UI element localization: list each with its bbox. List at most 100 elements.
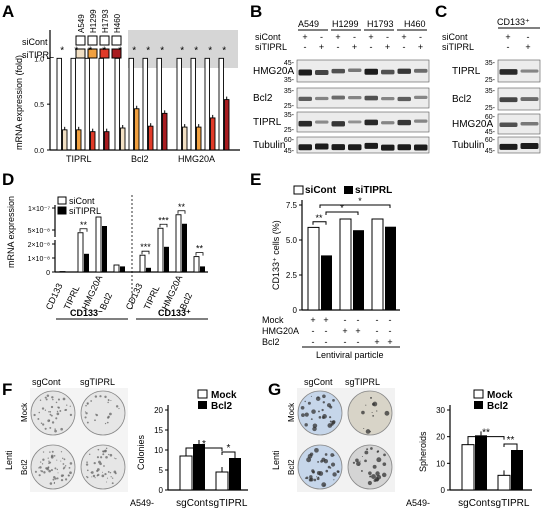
- panel-c-blot-band: [520, 121, 539, 126]
- colony-dot: [86, 421, 89, 424]
- sig-label: *: [202, 439, 206, 450]
- legend-label: Mock: [211, 390, 237, 401]
- bar-sitiprl: [104, 131, 110, 151]
- panel-b-blot-band: [364, 95, 378, 101]
- colony-dot: [109, 412, 112, 416]
- colony-dot: [361, 456, 363, 458]
- culture-dish: [80, 390, 126, 436]
- mw-marker: 45-: [485, 148, 496, 155]
- colony-dot: [368, 471, 372, 475]
- panel-b-blot-band: [348, 68, 362, 72]
- colony-dot: [102, 450, 104, 453]
- bar-sitiprl: [134, 108, 140, 151]
- y-tick-label: 0: [46, 270, 50, 277]
- colony-dot: [40, 422, 43, 425]
- y-tick-label: 1×10⁻⁷: [28, 206, 50, 213]
- panel-b-blot-band: [315, 120, 329, 124]
- colony-dot: [367, 480, 372, 486]
- colony-dot: [309, 475, 313, 479]
- panel-b-blot-band: [381, 97, 395, 101]
- colony-dot: [311, 469, 315, 473]
- colony-dot: [108, 399, 110, 401]
- colony-dot: [304, 400, 306, 403]
- legend-label: siTIPRL: [355, 185, 392, 196]
- mw-marker: 25-: [284, 127, 295, 134]
- colony-dot: [55, 417, 58, 420]
- colony-dot: [113, 470, 117, 474]
- blot-label: Bcl2: [452, 94, 472, 105]
- significance-star: *: [180, 45, 184, 56]
- colony-dot: [107, 401, 109, 404]
- bar-sitiprl: [182, 223, 187, 272]
- colony-dot: [356, 461, 361, 467]
- bar-sitiprl: [321, 255, 332, 310]
- mw-marker: 35-: [284, 88, 295, 95]
- bar-sitiprl: [102, 226, 107, 272]
- colony-dot: [101, 474, 105, 478]
- panel-b-blot-band: [298, 69, 312, 76]
- colony-dot: [313, 478, 317, 482]
- panel-e-xlabel: Lentiviral particle: [316, 350, 384, 360]
- colony-dot: [43, 471, 46, 474]
- colony-dot: [91, 476, 93, 478]
- colony-dot: [106, 421, 109, 424]
- colony-dot: [360, 470, 363, 472]
- bar-sicont: [139, 254, 146, 273]
- sig-label: ***: [140, 242, 151, 252]
- colony-dot: [105, 455, 108, 459]
- colony-dot: [53, 476, 56, 479]
- legend-swatch-sitiprl: [99, 48, 110, 59]
- colony-dot: [84, 411, 87, 413]
- panel-a-group-tiprl: TIPRL: [66, 154, 92, 164]
- significance-star: *: [60, 45, 64, 56]
- colony-dot: [317, 476, 320, 479]
- colony-dot: [92, 474, 96, 478]
- colony-dot: [48, 462, 50, 464]
- panel-c-header: CD133⁺: [497, 17, 530, 27]
- panel-a-legend-sicont: siCont: [22, 37, 48, 47]
- mw-marker: 35-: [284, 112, 295, 119]
- panel-b-blot-band: [298, 144, 312, 151]
- colony-dot: [48, 411, 50, 413]
- lane-sign: +: [525, 42, 530, 52]
- sig-bracket: [503, 443, 518, 447]
- sig-label: **: [482, 428, 490, 439]
- colony-dot: [104, 422, 107, 425]
- lane-sign: +: [352, 42, 357, 52]
- colony-dot: [115, 405, 119, 408]
- legend-cell-line: H1793: [101, 9, 110, 33]
- panel-b-blot-membrane: [296, 59, 430, 83]
- y-tick-label: 1×10⁻⁸: [28, 256, 50, 263]
- lane-sign: -: [386, 32, 389, 42]
- colony-dot: [56, 412, 60, 416]
- y-tick-label: 0: [441, 486, 446, 495]
- colony-dot: [372, 401, 378, 407]
- colony-dot: [370, 396, 372, 399]
- condition-sign: -: [344, 337, 347, 347]
- colony-dot: [364, 450, 369, 455]
- colony-dot: [320, 459, 323, 463]
- panel-c-blot-band: [499, 97, 518, 103]
- colony-dot: [51, 450, 54, 453]
- significance-star: *: [222, 45, 226, 56]
- colony-dot: [305, 476, 309, 480]
- colony-dot: [307, 401, 311, 405]
- sig-label: **: [178, 202, 186, 212]
- legend-cell-line: A549: [77, 14, 86, 33]
- colony-dot: [324, 453, 328, 456]
- panel-b-row-sicont: siCont: [255, 32, 281, 42]
- panel-g-col-sgtiprl: sgTIPRL: [345, 377, 380, 387]
- sig-label: **: [507, 435, 515, 446]
- colony-dot: [315, 396, 321, 401]
- panel-c-blot-band: [520, 97, 539, 102]
- mw-marker: 60-: [485, 114, 496, 121]
- lane-sign: -: [370, 42, 373, 52]
- colony-dot: [69, 405, 71, 407]
- bar-mock: [497, 474, 511, 491]
- sig-bracket: [195, 252, 204, 256]
- panel-a: mRNA expression (fold) siCont siTIPRL TI…: [14, 9, 240, 164]
- colony-dot: [60, 427, 63, 431]
- bar-sitiprl: [62, 129, 68, 151]
- sig-bracket: [185, 447, 223, 451]
- panel-b-blot-band: [364, 68, 378, 75]
